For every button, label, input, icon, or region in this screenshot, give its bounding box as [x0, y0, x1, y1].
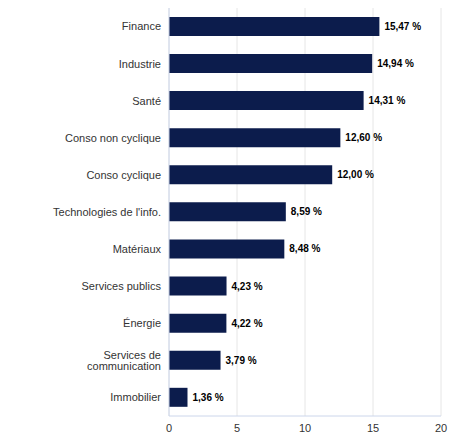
svg-text:Finance: Finance: [122, 20, 161, 32]
svg-text:4,23 %: 4,23 %: [232, 281, 263, 292]
svg-text:3,79 %: 3,79 %: [226, 355, 257, 366]
svg-text:20: 20: [435, 422, 447, 434]
svg-text:12,60 %: 12,60 %: [345, 132, 382, 143]
svg-text:4,22 %: 4,22 %: [231, 318, 262, 329]
svg-text:Énergie: Énergie: [123, 317, 161, 329]
svg-text:Technologies de l'info.: Technologies de l'info.: [53, 206, 161, 218]
svg-text:14,94 %: 14,94 %: [377, 58, 414, 69]
svg-text:0: 0: [166, 422, 172, 434]
svg-text:10: 10: [299, 422, 311, 434]
svg-text:15,47 %: 15,47 %: [384, 21, 421, 32]
svg-text:1,36 %: 1,36 %: [192, 392, 223, 403]
svg-text:14,31 %: 14,31 %: [369, 95, 406, 106]
svg-text:12,00 %: 12,00 %: [337, 169, 374, 180]
svg-text:Industrie: Industrie: [119, 58, 161, 70]
svg-text:Immobilier: Immobilier: [110, 391, 161, 403]
svg-text:Matériaux: Matériaux: [113, 243, 162, 255]
svg-text:Santé: Santé: [132, 95, 161, 107]
svg-text:Services decommunication: Services decommunication: [87, 349, 161, 372]
svg-text:Conso non cyclique: Conso non cyclique: [65, 132, 161, 144]
svg-text:Conso cyclique: Conso cyclique: [86, 169, 161, 181]
svg-text:15: 15: [367, 422, 379, 434]
svg-text:8,48 %: 8,48 %: [289, 243, 320, 254]
svg-text:Services publics: Services publics: [82, 280, 162, 292]
svg-text:5: 5: [234, 422, 240, 434]
svg-text:8,59 %: 8,59 %: [291, 206, 322, 217]
